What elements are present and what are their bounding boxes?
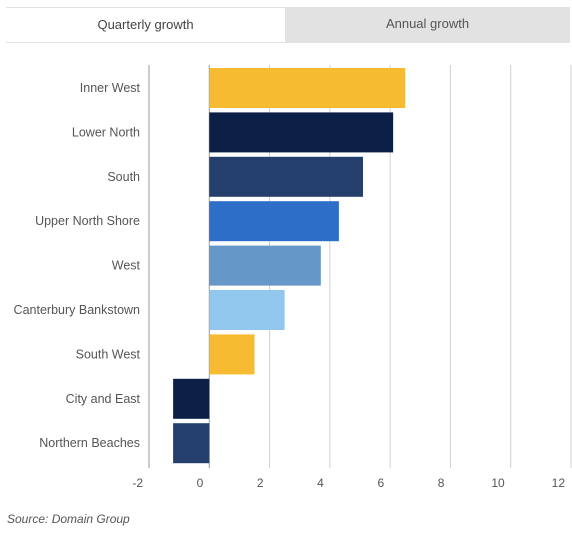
- bar: [173, 378, 210, 419]
- category-label: Northern Beaches: [39, 436, 140, 450]
- category-label: Lower North: [72, 125, 140, 139]
- bar: [209, 290, 285, 330]
- tab-annual-growth[interactable]: Annual growth: [385, 16, 470, 31]
- x-tick-label: -2: [132, 476, 143, 490]
- bar: [209, 245, 321, 286]
- bar: [173, 423, 210, 464]
- category-label: South West: [76, 347, 141, 361]
- category-label: West: [112, 259, 141, 273]
- bar: [209, 201, 339, 242]
- category-label: Upper North Shore: [35, 214, 140, 228]
- bar: [209, 112, 394, 153]
- category-label: South: [107, 170, 140, 184]
- x-tick-label: 0: [197, 476, 204, 490]
- category-label: Canterbury Bankstown: [14, 303, 141, 317]
- x-tick-label: 6: [377, 476, 384, 490]
- category-label: Inner West: [80, 81, 141, 95]
- bar: [209, 68, 406, 108]
- bar-chart: -2 0 2 4 6 8 10 12 Inner West Lower North South Upp…: [14, 65, 572, 490]
- tab-quarterly-growth[interactable]: Quarterly growth: [6, 8, 285, 42]
- tab-bar: Quarterly growth Annual growth: [6, 7, 570, 43]
- source-note: Source: Domain Group: [7, 512, 130, 526]
- category-label: City and East: [66, 392, 141, 406]
- bar: [209, 156, 364, 197]
- x-tick-label: 12: [552, 476, 566, 490]
- bar: [209, 334, 255, 375]
- x-tick-label: 8: [438, 476, 445, 490]
- x-tick-label: 4: [317, 476, 324, 490]
- x-tick-label: 2: [257, 476, 264, 490]
- x-tick-label: 10: [491, 476, 505, 490]
